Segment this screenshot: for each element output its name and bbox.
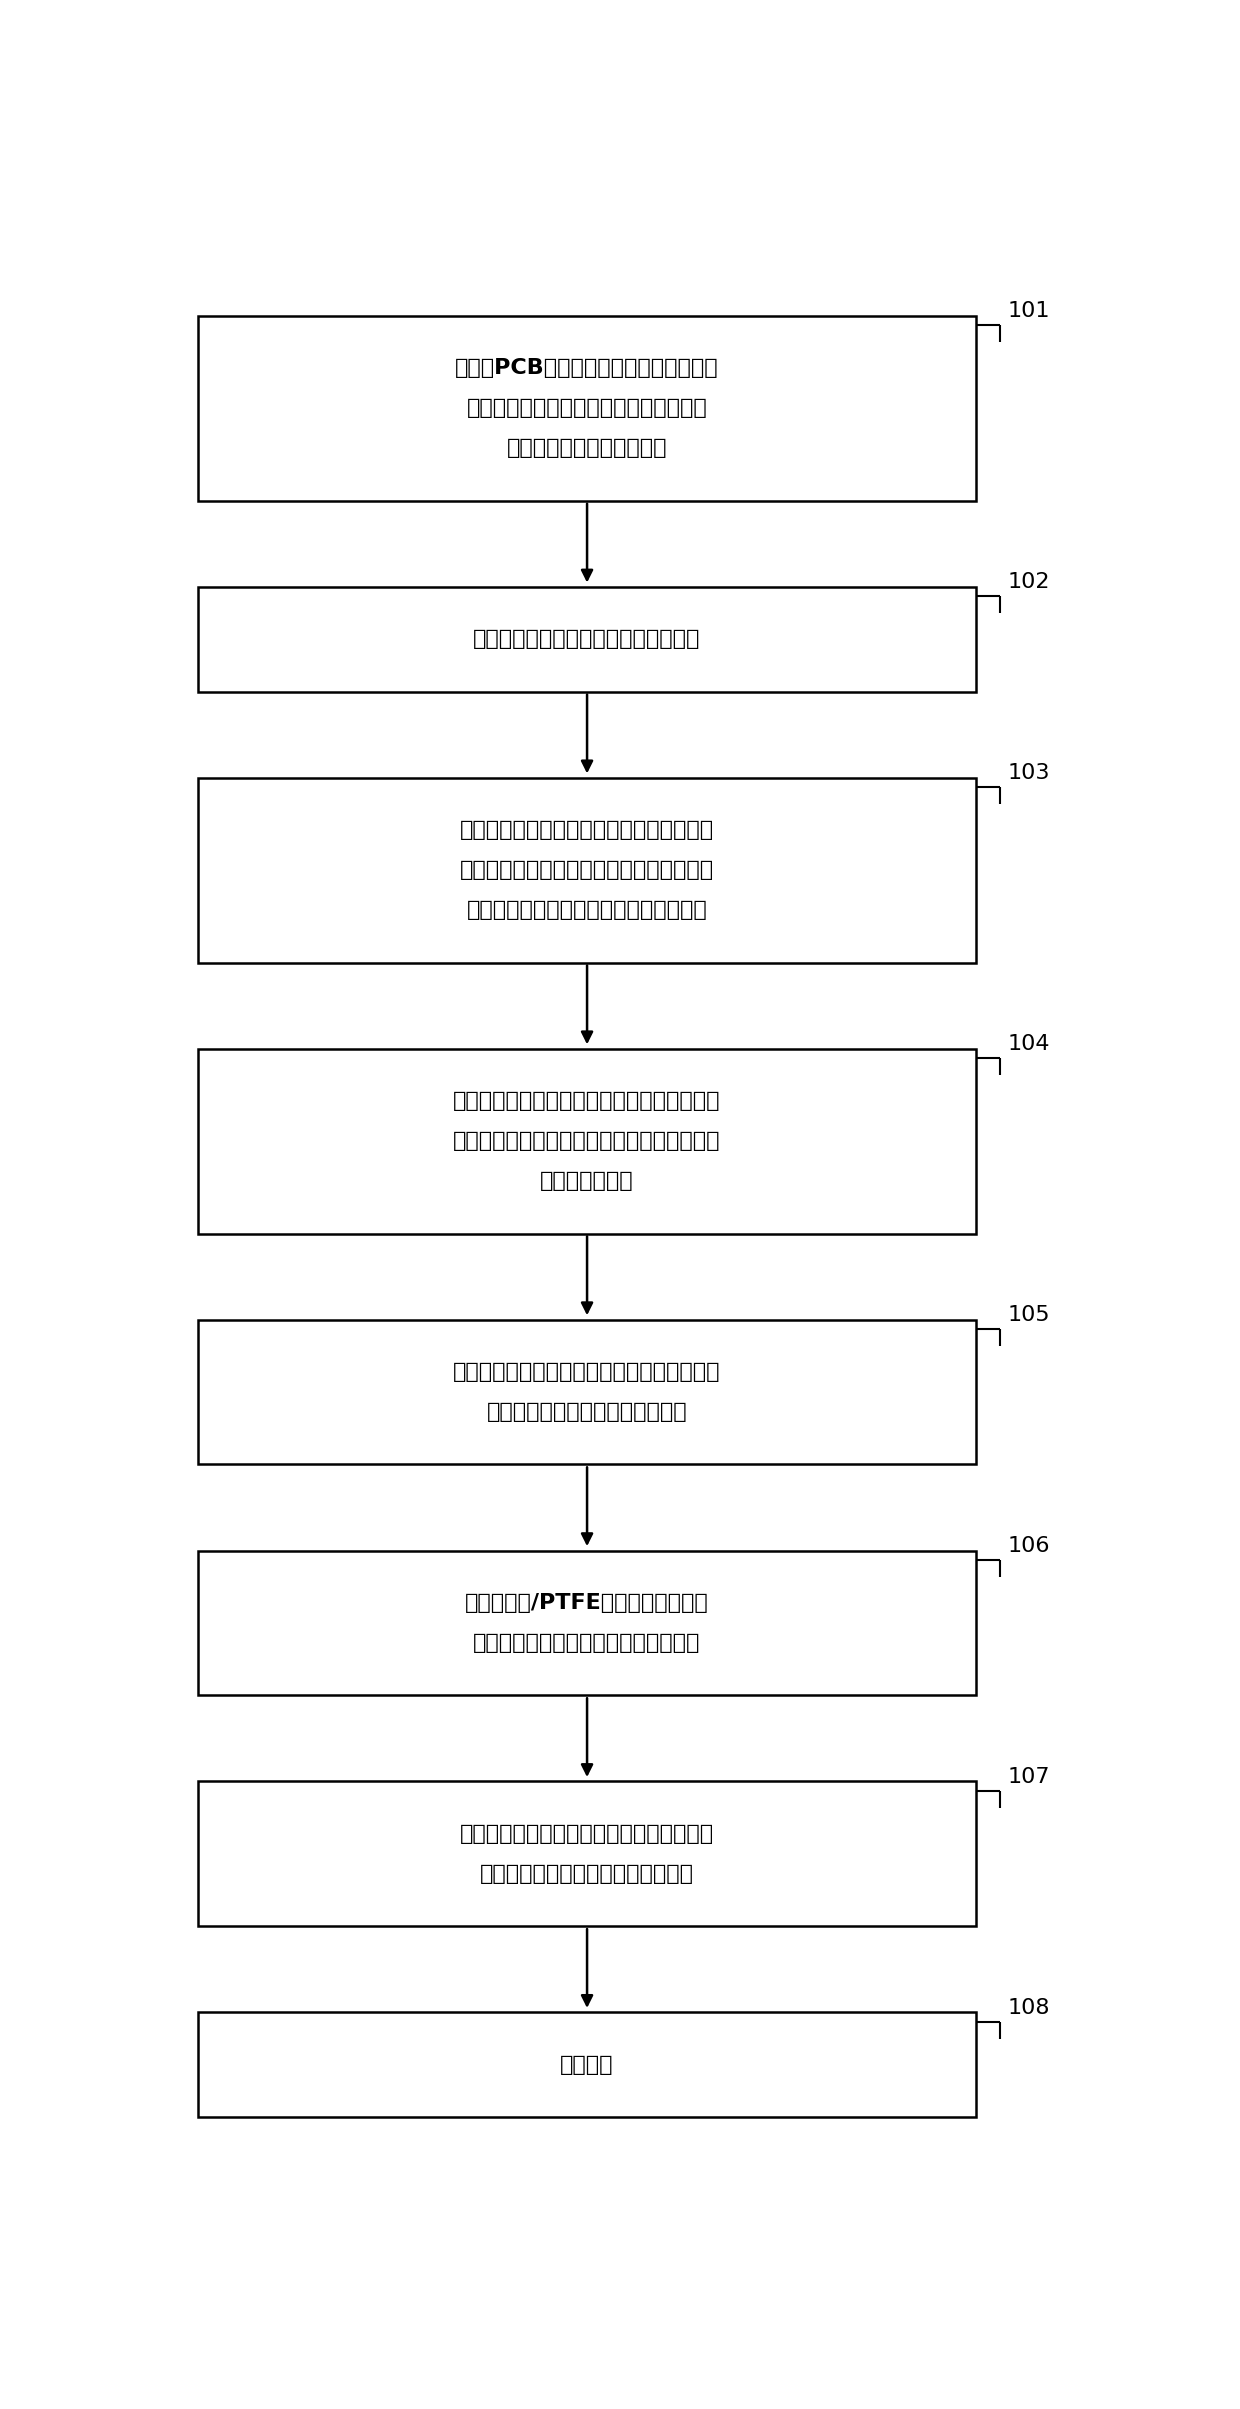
Text: 的延伸至阶梯槽外预设距离的非裸露部分: 的延伸至阶梯槽外预设距离的非裸露部分 [466, 901, 708, 920]
Text: 在组成PCB的各内层芯板上分别制作内层: 在组成PCB的各内层芯板上分别制作内层 [455, 359, 719, 378]
Text: 对第一指定芯板镀金，使得金层覆盖槽底图: 对第一指定芯板镀金，使得金层覆盖槽底图 [460, 819, 714, 841]
Bar [197, 2012, 976, 2118]
Text: 103: 103 [1007, 764, 1050, 783]
Text: 取出环氧板/PTFE垫片，去除胶带，: 取出环氧板/PTFE垫片，去除胶带， [465, 1592, 709, 1614]
Text: 105: 105 [1007, 1306, 1050, 1325]
Bar [197, 1048, 976, 1233]
Text: 对形成阶梯槽的第二指定芯板进行开槽: 对形成阶梯槽的第二指定芯板进行开槽 [474, 629, 701, 650]
Text: 阶梯槽的多层板: 阶梯槽的多层板 [541, 1171, 634, 1190]
Text: 104: 104 [1007, 1033, 1050, 1055]
Text: 在多层板上钻孔并金属化，形成金属化孔，该: 在多层板上钻孔并金属化，形成金属化孔，该 [454, 1361, 720, 1383]
Bar [197, 1320, 976, 1465]
Bar [197, 1551, 976, 1696]
Text: 铜，形成侧壁完全非金属化的阶梯槽: 铜，形成侧壁完全非金属化的阶梯槽 [480, 1865, 694, 1884]
Text: 半固化片按照预设顺序叠板后压合，形成具有: 半固化片按照预设顺序叠板后压合，形成具有 [454, 1132, 720, 1152]
Text: 制作外层图形，蚀刻去除阶梯槽槽位的边缘: 制作外层图形，蚀刻去除阶梯槽槽位的边缘 [460, 1824, 714, 1843]
Bar [197, 1780, 976, 1927]
Text: 102: 102 [1007, 573, 1050, 593]
Text: 金属化孔通过引线与槽底图形导通: 金属化孔通过引线与槽底图形导通 [487, 1402, 687, 1421]
Bar [197, 588, 976, 691]
Text: 106: 106 [1007, 1537, 1050, 1556]
Text: 整板镀金: 整板镀金 [560, 2055, 614, 2074]
Text: 101: 101 [1007, 301, 1050, 320]
Bar [197, 778, 976, 964]
Text: 以及与槽底图形连接的引线: 以及与槽底图形连接的引线 [507, 438, 667, 458]
Bar [197, 316, 976, 501]
Text: 露出表面覆盖有金层的槽底图形及引线: 露出表面覆盖有金层的槽底图形及引线 [474, 1633, 701, 1653]
Text: 将第一指定芯板、第二指定芯板、其他芯板及: 将第一指定芯板、第二指定芯板、其他芯板及 [454, 1091, 720, 1111]
Text: 图形，并在第一指定芯板上制作槽底图形: 图形，并在第一指定芯板上制作槽底图形 [466, 397, 708, 419]
Text: 108: 108 [1007, 1997, 1050, 2019]
Text: 107: 107 [1007, 1766, 1050, 1787]
Text: 形、引线的于阶梯槽内的裸露部分、及引线: 形、引线的于阶梯槽内的裸露部分、及引线 [460, 860, 714, 879]
